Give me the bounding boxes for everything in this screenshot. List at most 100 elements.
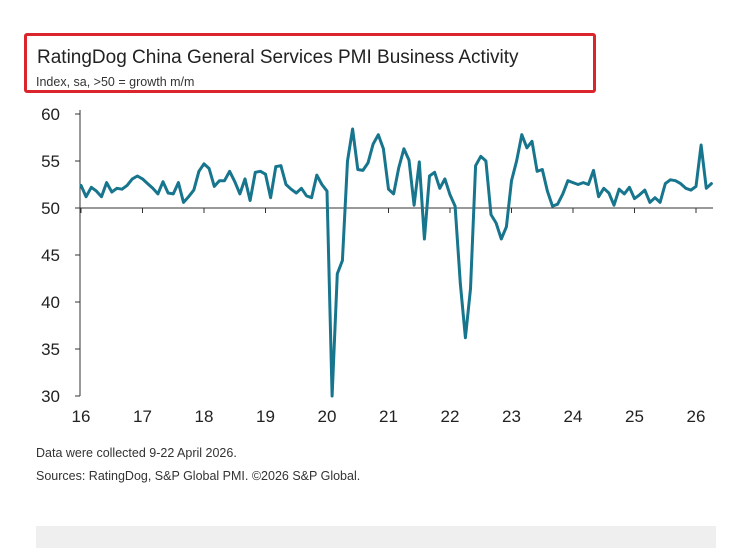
data-point — [418, 160, 421, 164]
data-point — [284, 183, 288, 186]
data-point — [582, 181, 585, 184]
axes — [79, 110, 713, 396]
y-tick-label: 55 — [41, 152, 60, 171]
series-line — [79, 127, 713, 398]
data-point — [325, 189, 329, 193]
data-point — [120, 188, 124, 191]
data-point — [254, 171, 257, 174]
data-point — [638, 193, 641, 196]
chart-subtitle: Index, sa, >50 = growth m/m — [36, 75, 195, 89]
data-point — [530, 140, 534, 143]
data-point — [617, 188, 621, 191]
data-point — [366, 161, 370, 165]
data-point — [351, 127, 354, 131]
sources-note: Sources: RatingDog, S&P Global PMI. ©202… — [36, 469, 361, 483]
chart-title: RatingDog China General Services PMI Bus… — [37, 47, 519, 68]
data-point — [213, 185, 216, 188]
data-point — [146, 182, 149, 185]
data-point — [658, 201, 662, 204]
data-point — [110, 190, 114, 194]
data-point — [90, 186, 93, 189]
data-point — [310, 196, 313, 199]
data-point — [192, 188, 195, 192]
data-point — [248, 199, 252, 202]
data-point — [377, 133, 380, 136]
data-point — [330, 394, 334, 398]
data-point — [556, 203, 559, 206]
y-tick-label: 60 — [41, 105, 60, 124]
data-point — [100, 195, 103, 198]
data-point — [433, 171, 436, 174]
data-point — [207, 167, 211, 170]
y-tick-label: 40 — [41, 293, 60, 312]
x-tick-label: 19 — [256, 407, 275, 426]
data-point — [710, 182, 713, 185]
data-point — [295, 191, 298, 195]
data-point — [453, 204, 457, 208]
y-tick-label: 45 — [41, 246, 60, 265]
data-point — [669, 178, 672, 181]
x-axis-ticks: 16 17 18 19 20 21 22 23 24 25 26 — [72, 208, 706, 426]
data-point — [305, 194, 308, 197]
data-point — [679, 182, 682, 185]
data-point — [510, 179, 513, 182]
x-tick-label: 26 — [687, 407, 706, 426]
data-point — [115, 187, 119, 190]
data-point — [387, 188, 390, 191]
data-point — [156, 192, 160, 196]
data-point — [315, 173, 318, 177]
data-point — [612, 204, 616, 207]
x-tick-label: 24 — [564, 407, 583, 426]
data-point — [628, 186, 631, 189]
data-point — [489, 213, 493, 216]
data-point — [428, 174, 431, 178]
data-point — [397, 166, 400, 169]
data-point — [161, 180, 165, 183]
data-point — [438, 187, 441, 190]
data-point — [382, 147, 385, 150]
data-point — [515, 159, 518, 163]
data-point — [172, 192, 175, 196]
data-point — [587, 183, 590, 186]
data-point — [407, 158, 411, 162]
data-point — [274, 165, 277, 168]
data-point — [264, 173, 267, 176]
data-point — [699, 143, 703, 147]
data-point — [197, 170, 201, 173]
y-axis-ticks: 60 55 50 45 40 35 30 — [41, 105, 80, 406]
data-point — [459, 282, 462, 285]
x-tick-label: 25 — [625, 407, 644, 426]
data-point — [689, 188, 693, 192]
data-point — [705, 187, 708, 190]
data-point — [494, 221, 498, 225]
x-tick-label: 17 — [133, 407, 152, 426]
data-point — [664, 182, 667, 185]
data-point — [279, 164, 283, 167]
data-point — [289, 188, 293, 191]
data-point — [684, 187, 687, 190]
data-point — [623, 192, 626, 196]
data-point — [546, 189, 549, 193]
data-point — [535, 170, 539, 173]
data-point — [341, 259, 344, 262]
bottom-bar — [36, 526, 716, 548]
data-point — [218, 179, 221, 182]
data-point — [356, 168, 359, 171]
y-tick-label: 30 — [41, 387, 60, 406]
data-point — [243, 177, 247, 181]
data-point — [448, 193, 452, 196]
title-box: RatingDog China General Services PMI Bus… — [24, 33, 596, 93]
data-point — [505, 225, 508, 228]
x-tick-label: 22 — [441, 407, 460, 426]
data-point — [566, 179, 570, 182]
data-point — [125, 184, 129, 187]
data-point — [484, 159, 488, 163]
data-point — [633, 197, 636, 200]
data-point — [551, 204, 554, 208]
x-tick-label: 23 — [502, 407, 521, 426]
y-tick-label: 50 — [41, 199, 60, 218]
data-point — [643, 188, 646, 192]
x-tick-label: 20 — [318, 407, 337, 426]
data-collection-note: Data were collected 9-22 April 2026. — [36, 446, 237, 460]
data-point — [320, 183, 324, 186]
